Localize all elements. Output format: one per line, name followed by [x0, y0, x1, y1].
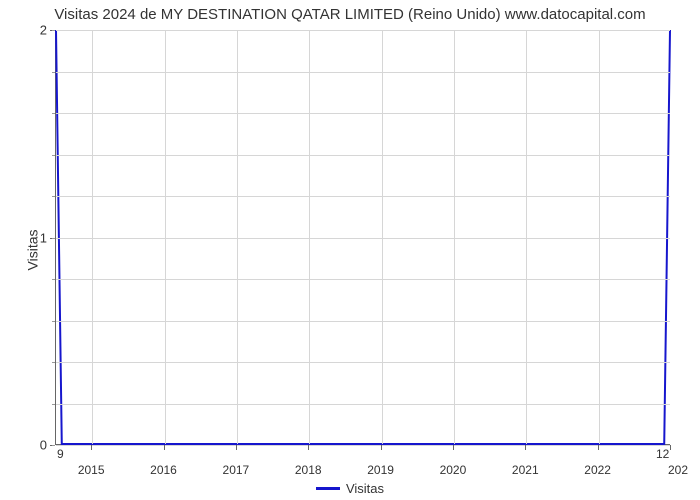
x-tick-mark: [236, 445, 237, 450]
legend-label: Visitas: [346, 481, 384, 496]
grid-line-h: [56, 321, 670, 322]
x-tick-mark: [453, 445, 454, 450]
x-tick-label: 2017: [223, 463, 250, 477]
x-tick-label: 2019: [367, 463, 394, 477]
grid-line-h: [56, 113, 670, 114]
y-tick-label: 2: [40, 23, 47, 38]
y-minor-tick: [52, 404, 55, 405]
y-minor-tick: [52, 155, 55, 156]
grid-line-v: [526, 30, 527, 444]
grid-line-v: [454, 30, 455, 444]
x-tick-mark: [164, 445, 165, 450]
grid-line-h: [56, 362, 670, 363]
y-minor-tick: [52, 279, 55, 280]
y-minor-tick: [52, 30, 55, 31]
y-minor-tick: [52, 362, 55, 363]
grid-line-v: [309, 30, 310, 444]
grid-line-v: [599, 30, 600, 444]
legend: Visitas: [0, 481, 700, 496]
y-minor-tick: [52, 196, 55, 197]
x-tick-label: 2021: [512, 463, 539, 477]
grid-line-h: [56, 30, 670, 31]
legend-swatch: [316, 487, 340, 490]
x-tick-label: 2015: [78, 463, 105, 477]
y-minor-tick: [52, 445, 55, 446]
y-tick-label: 0: [40, 438, 47, 453]
y-minor-tick: [52, 238, 55, 239]
x-tick-mark: [308, 445, 309, 450]
grid-line-h: [56, 279, 670, 280]
plot-area: [55, 30, 670, 445]
annotation-right: 12: [656, 447, 669, 461]
grid-line-v: [165, 30, 166, 444]
y-tick-label: 1: [40, 230, 47, 245]
annotation-left: 9: [57, 447, 64, 461]
x-tick-mark: [598, 445, 599, 450]
x-tick-label: 2018: [295, 463, 322, 477]
grid-line-v: [237, 30, 238, 444]
grid-line-h: [56, 196, 670, 197]
x-tick-mark: [670, 445, 671, 450]
grid-line-h: [56, 155, 670, 156]
x-tick-label: 2022: [584, 463, 611, 477]
grid-line-v: [92, 30, 93, 444]
x-tick-label-truncated: 202: [668, 463, 688, 477]
y-minor-tick: [52, 72, 55, 73]
chart-container: Visitas 2024 de MY DESTINATION QATAR LIM…: [0, 0, 700, 500]
x-tick-mark: [381, 445, 382, 450]
x-tick-label: 2016: [150, 463, 177, 477]
y-minor-tick: [52, 113, 55, 114]
grid-line-v: [382, 30, 383, 444]
x-tick-label: 2020: [440, 463, 467, 477]
grid-line-h: [56, 238, 670, 239]
x-tick-mark: [525, 445, 526, 450]
grid-line-h: [56, 445, 670, 446]
y-axis-title: Visitas: [24, 230, 40, 271]
x-tick-mark: [91, 445, 92, 450]
chart-title: Visitas 2024 de MY DESTINATION QATAR LIM…: [0, 6, 700, 23]
y-minor-tick: [52, 321, 55, 322]
grid-line-h: [56, 72, 670, 73]
grid-line-h: [56, 404, 670, 405]
